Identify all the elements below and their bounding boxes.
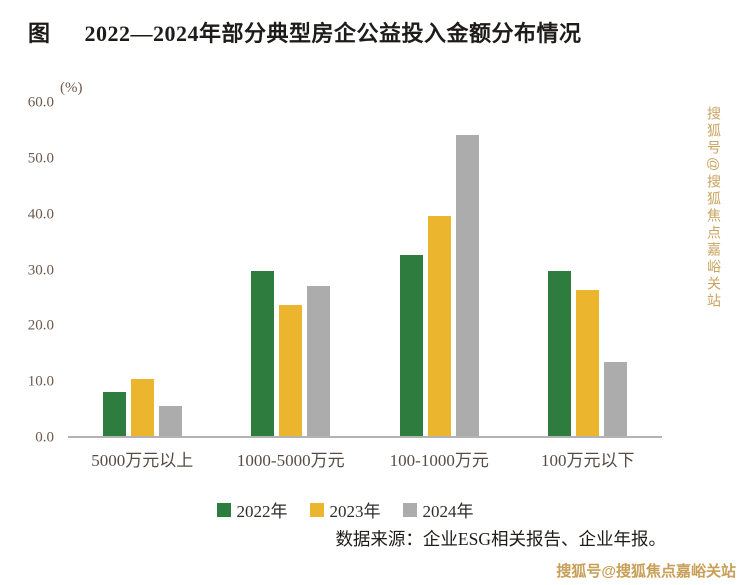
y-axis-tick-label: 50.0: [27, 150, 54, 167]
figure-label: 图: [28, 21, 51, 46]
legend: 2022年 2023年 2024年: [0, 497, 690, 522]
y-axis-tick-label: 0.0: [35, 429, 54, 446]
legend-item-2023年: 2023年: [309, 497, 381, 522]
bar-group: [217, 103, 366, 436]
plot-area: [68, 103, 662, 438]
bar-2022年: [548, 271, 572, 436]
legend-label: 2024年: [422, 502, 474, 521]
bar-2024年: [307, 286, 331, 436]
legend-swatch-icon: [402, 502, 417, 517]
watermark-vertical: 搜狐号@搜狐焦点嘉峪关站: [706, 106, 722, 311]
bar-group: [68, 103, 217, 436]
x-axis-category-label: 100万元以下: [541, 451, 635, 470]
bar-2022年: [399, 255, 423, 436]
bar-2024年: [455, 135, 479, 436]
x-axis-category-label: 5000万元以上: [91, 451, 194, 470]
watermark-bottom: 搜狐号@搜狐焦点嘉峪关站: [556, 563, 736, 580]
bar-group: [514, 103, 663, 436]
x-axis-category-label: 100-1000万元: [389, 451, 489, 470]
x-axis: 5000万元以上 1000-5000万元 100-1000万元 100万元以下: [68, 446, 662, 471]
bar-group: [365, 103, 514, 436]
chart-title: 图 2022—2024年部分典型房企公益投入金额分布情况: [28, 16, 582, 48]
bar-2024年: [158, 406, 182, 436]
bar-2023年: [576, 289, 600, 436]
legend-label: 2023年: [329, 502, 381, 521]
x-axis-category-label: 1000-5000万元: [236, 451, 345, 470]
bar-2024年: [604, 361, 628, 436]
legend-swatch-icon: [216, 502, 231, 517]
bar-2023年: [279, 304, 303, 436]
legend-item-2024年: 2024年: [402, 497, 474, 522]
chart-title-text: 2022—2024年部分典型房企公益投入金额分布情况: [84, 21, 582, 46]
data-source-note: 数据来源：企业ESG相关报告、企业年报。: [335, 529, 666, 549]
y-axis-tick-label: 30.0: [27, 262, 54, 278]
bar-2023年: [427, 216, 451, 436]
y-axis-tick-label: 60.0: [27, 94, 54, 111]
bar-2023年: [130, 379, 154, 436]
y-axis: 0.0 10.0 20.0 30.0 40.0 50.0 60.0: [0, 95, 60, 446]
y-axis-tick-label: 10.0: [27, 373, 54, 390]
legend-item-2022年: 2022年: [216, 497, 288, 522]
y-axis-tick-label: 20.0: [27, 317, 54, 334]
legend-swatch-icon: [309, 502, 324, 517]
legend-label: 2022年: [236, 502, 288, 521]
bar-2022年: [102, 392, 126, 436]
y-axis-unit-label: (%): [60, 80, 83, 96]
y-axis-tick-label: 40.0: [27, 206, 54, 223]
bar-2022年: [251, 271, 275, 436]
